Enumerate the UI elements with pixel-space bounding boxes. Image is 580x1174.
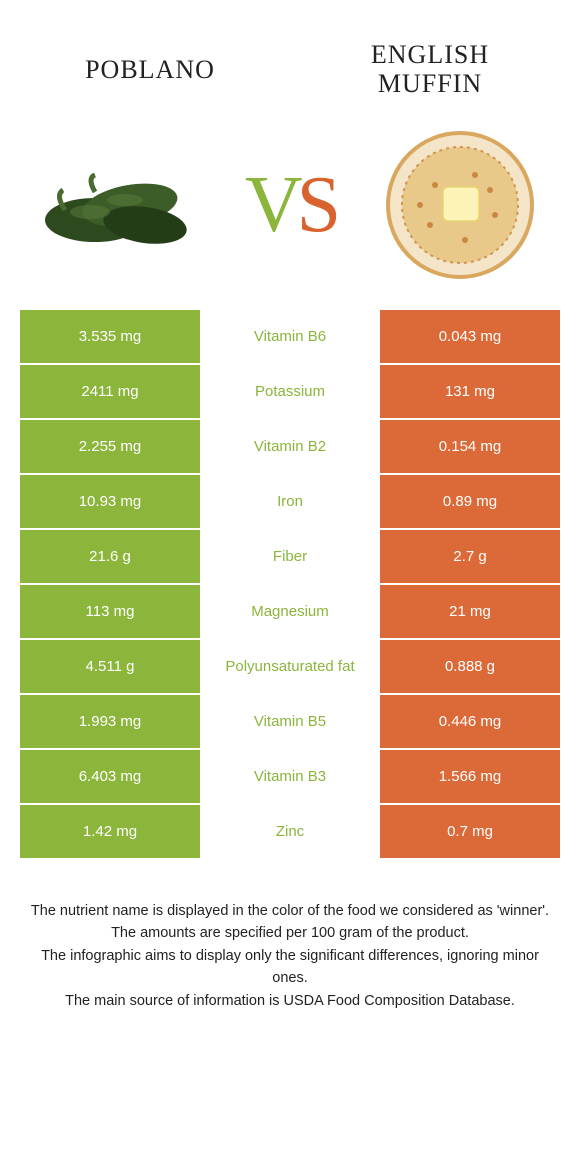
food-image-left bbox=[30, 130, 210, 280]
cell-left-value: 4.511 g bbox=[20, 640, 200, 693]
table-row: 1.42 mgZinc0.7 mg bbox=[20, 805, 560, 860]
table-row: 21.6 gFiber2.7 g bbox=[20, 530, 560, 585]
cell-left-value: 3.535 mg bbox=[20, 310, 200, 363]
cell-right-value: 0.7 mg bbox=[380, 805, 560, 858]
cell-left-value: 2.255 mg bbox=[20, 420, 200, 473]
table-row: 2411 mgPotassium131 mg bbox=[20, 365, 560, 420]
cell-left-value: 6.403 mg bbox=[20, 750, 200, 803]
cell-nutrient-label: Vitamin B3 bbox=[200, 750, 380, 803]
vs-s: S bbox=[297, 161, 336, 249]
cell-nutrient-label: Vitamin B5 bbox=[200, 695, 380, 748]
food-title-right: English Muffin bbox=[320, 41, 540, 98]
cell-left-value: 21.6 g bbox=[20, 530, 200, 583]
cell-right-value: 0.043 mg bbox=[380, 310, 560, 363]
cell-right-value: 0.888 g bbox=[380, 640, 560, 693]
table-row: 4.511 gPolyunsaturated fat0.888 g bbox=[20, 640, 560, 695]
cell-left-value: 1.42 mg bbox=[20, 805, 200, 858]
footer-line-4: The main source of information is USDA F… bbox=[30, 990, 550, 1012]
cell-nutrient-label: Magnesium bbox=[200, 585, 380, 638]
cell-nutrient-label: Fiber bbox=[200, 530, 380, 583]
poblano-peppers-icon bbox=[35, 150, 205, 260]
cell-right-value: 2.7 g bbox=[380, 530, 560, 583]
table-row: 1.993 mgVitamin B50.446 mg bbox=[20, 695, 560, 750]
food-title-left: Poblano bbox=[40, 55, 260, 85]
footer-line-3: The infographic aims to display only the… bbox=[30, 945, 550, 990]
table-row: 2.255 mgVitamin B20.154 mg bbox=[20, 420, 560, 475]
footer-line-2: The amounts are specified per 100 gram o… bbox=[30, 922, 550, 944]
english-muffin-icon bbox=[375, 125, 545, 285]
nutrient-table: 3.535 mgVitamin B60.043 mg2411 mgPotassi… bbox=[20, 310, 560, 860]
cell-right-value: 0.89 mg bbox=[380, 475, 560, 528]
cell-nutrient-label: Potassium bbox=[200, 365, 380, 418]
table-row: 10.93 mgIron0.89 mg bbox=[20, 475, 560, 530]
cell-nutrient-label: Zinc bbox=[200, 805, 380, 858]
vs-label: VS bbox=[245, 165, 335, 245]
footer-notes: The nutrient name is displayed in the co… bbox=[0, 860, 580, 1012]
vs-v: V bbox=[245, 161, 297, 249]
header: Poblano English Muffin bbox=[0, 0, 580, 110]
cell-right-value: 131 mg bbox=[380, 365, 560, 418]
cell-right-value: 1.566 mg bbox=[380, 750, 560, 803]
footer-line-1: The nutrient name is displayed in the co… bbox=[30, 900, 550, 922]
cell-nutrient-label: Vitamin B2 bbox=[200, 420, 380, 473]
table-row: 113 mgMagnesium21 mg bbox=[20, 585, 560, 640]
infographic-container: Poblano English Muffin VS bbox=[0, 0, 580, 1174]
cell-right-value: 0.154 mg bbox=[380, 420, 560, 473]
food-image-right bbox=[370, 130, 550, 280]
cell-right-value: 0.446 mg bbox=[380, 695, 560, 748]
cell-nutrient-label: Polyunsaturated fat bbox=[200, 640, 380, 693]
cell-left-value: 2411 mg bbox=[20, 365, 200, 418]
cell-nutrient-label: Vitamin B6 bbox=[200, 310, 380, 363]
cell-left-value: 10.93 mg bbox=[20, 475, 200, 528]
hero-row: VS bbox=[0, 110, 580, 310]
cell-nutrient-label: Iron bbox=[200, 475, 380, 528]
table-row: 3.535 mgVitamin B60.043 mg bbox=[20, 310, 560, 365]
cell-left-value: 113 mg bbox=[20, 585, 200, 638]
table-row: 6.403 mgVitamin B31.566 mg bbox=[20, 750, 560, 805]
cell-right-value: 21 mg bbox=[380, 585, 560, 638]
cell-left-value: 1.993 mg bbox=[20, 695, 200, 748]
